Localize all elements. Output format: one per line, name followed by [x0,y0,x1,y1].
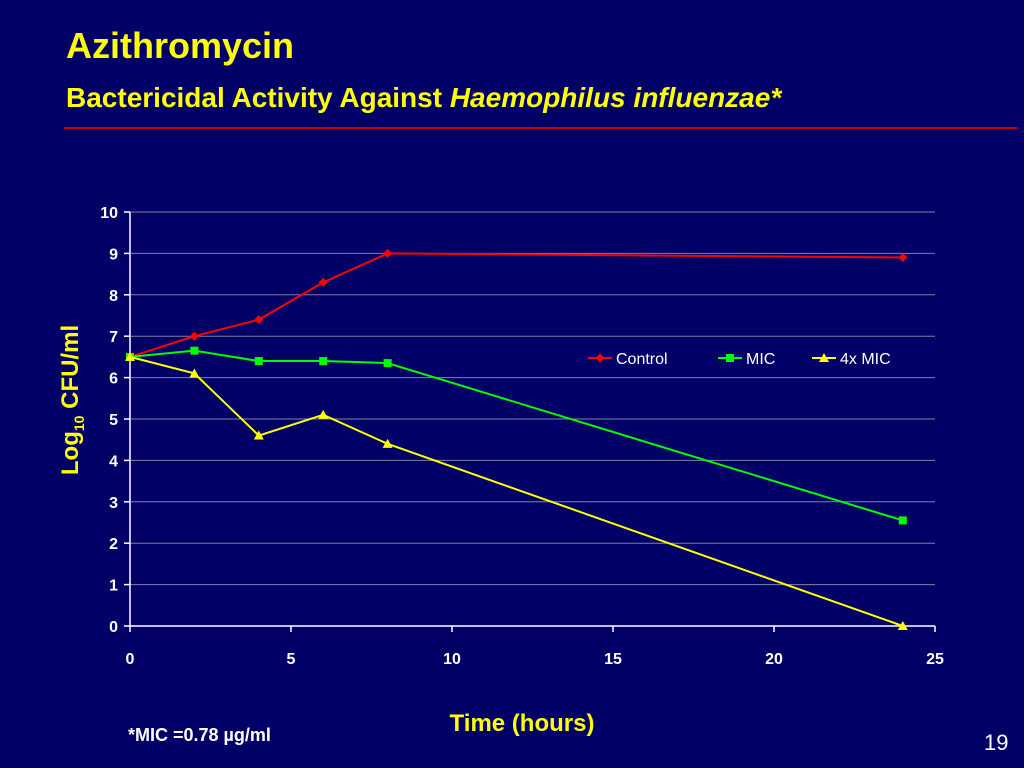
data-point [897,621,908,630]
page-number: 19 [984,730,1009,755]
y-tick-label: 5 [109,412,118,429]
series-control [125,248,908,362]
y-tick-label: 3 [109,495,118,512]
data-point [189,368,200,378]
y-tick-label: 4 [109,453,118,470]
data-point [125,351,135,361]
y-tick-label: 6 [109,371,118,388]
legend-label: 4x MIC [840,351,891,368]
legend-item: MIC [718,351,775,368]
y-tick-label: 2 [109,536,118,553]
title-rule [64,127,1017,129]
data-point [318,409,329,419]
series-mic [126,346,907,525]
x-tick-label: 10 [443,651,461,668]
y-axis-label-tail: CFU/ml [57,324,85,416]
data-point [383,248,393,258]
series-line [129,252,903,358]
legend-swatch-marker [726,354,734,362]
y-tick-label: 9 [109,246,118,263]
data-point [254,357,263,366]
x-tick-label: 25 [926,651,944,668]
footnote: *MIC =0.78 µg/ml [128,725,271,745]
y-tick-label: 7 [109,329,118,346]
legend-label: Control [616,351,668,368]
data-point [253,430,264,440]
data-point [318,277,328,287]
y-axis-label: Log10 CFU/ml [57,325,87,475]
subtitle-italic: Haemophilus influenzae* [449,82,782,113]
x-tick-label: 5 [287,651,296,668]
x-tick-label: 20 [765,651,783,668]
x-axis-label: Time (hours) [449,710,595,737]
y-tick-label: 1 [109,578,118,595]
chart-grid [130,211,935,586]
chart-axes [124,211,936,632]
y-tick-label: 8 [109,288,118,305]
legend-swatch-marker [819,353,829,362]
chart-legend: Control MIC 4x MIC [588,351,891,368]
data-point [898,516,907,525]
chart-ticks: 0 1 2 3 4 5 6 7 8 9 10 0 5 10 15 20 25 [100,205,944,668]
data-point [383,359,392,368]
y-axis-label-main: Log [57,431,85,476]
slide-subtitle: Bactericidal Activity Against Haemophilu… [66,80,781,116]
series-line [129,349,904,522]
data-point [254,315,264,325]
subtitle-plain: Bactericidal Activity Against [66,82,450,113]
data-point [382,438,393,448]
legend-swatch-marker [595,353,605,363]
slide-title: Azithromycin [66,25,295,66]
y-tick-label: 0 [109,619,118,636]
x-tick-label: 15 [604,651,622,668]
series-4x-mic [125,351,908,630]
legend-label: MIC [746,351,775,368]
x-tick-label: 0 [126,651,135,668]
series-line [129,355,904,627]
y-tick-label: 10 [100,205,118,222]
data-point [189,331,199,341]
legend-item: 4x MIC [812,351,891,368]
legend-item: Control [588,351,668,368]
data-point [898,253,908,263]
data-point [319,357,328,366]
y-axis-label-sub: 10 [70,415,87,432]
data-point [190,346,199,355]
chart-series [125,248,908,630]
